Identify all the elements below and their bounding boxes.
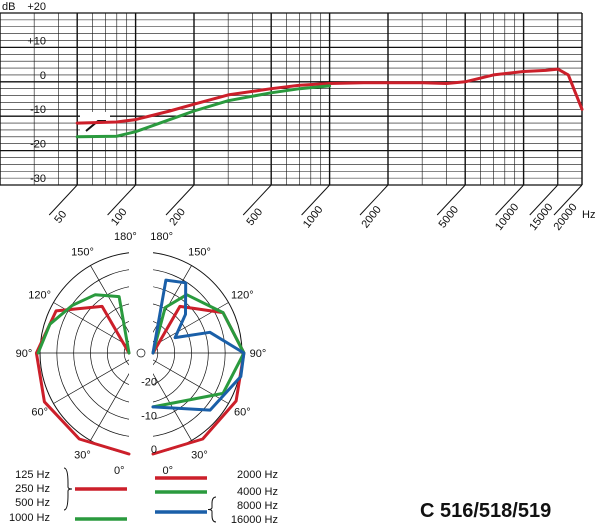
legend-label: 500 Hz: [15, 497, 50, 509]
polar-center: [136, 348, 146, 358]
fr-x-tick-label: 20000: [551, 201, 579, 232]
polar-angle-label: 90°: [16, 348, 33, 360]
polar-right-series-green: [151, 293, 246, 409]
polar-angle-label: 60°: [31, 407, 48, 419]
fr-x-tick-label: 100: [109, 206, 130, 228]
fr-x-tick-label: 50: [52, 209, 69, 226]
fr-x-tick-mark: [165, 184, 195, 216]
polar-grid: [39, 240, 243, 466]
legend-label: 1000 Hz: [9, 512, 50, 524]
low-cut-symbol: [80, 112, 110, 138]
fr-x-tick-mark: [436, 184, 466, 216]
polar-angle-label: 120°: [231, 290, 254, 302]
polar-ring-label: 0: [151, 444, 157, 456]
polar-angle-label: 180°: [150, 231, 173, 243]
legend-label: 16000 Hz: [231, 514, 278, 526]
polar-ring-label: -20: [141, 377, 157, 389]
fr-x-tick-label: 500: [244, 206, 265, 228]
polar-angle-label: 30°: [191, 449, 208, 461]
legend: 125 Hz 250 Hz 500 Hz 1000 Hz 2000 Hz 4000 Hz 8…: [9, 467, 278, 526]
fr-curves: [75, 67, 584, 139]
polar-angle-label: 0°: [114, 465, 125, 477]
fr-y-tick-label: -30: [30, 173, 46, 185]
polar-right-series-blue: [151, 278, 246, 412]
fr-x-tick-label: 200: [167, 206, 188, 228]
fr-series-green: [75, 84, 332, 139]
polar-angle-label: 150°: [188, 247, 211, 259]
polar-angle-label: 120°: [28, 290, 51, 302]
polar-curves: [34, 278, 246, 456]
polar-angle-label: 0°: [162, 465, 173, 477]
fr-series-red: [75, 67, 584, 125]
legend-label: 2000 Hz: [237, 469, 278, 481]
fr-x-tick-mark: [242, 184, 272, 216]
fr-y-tick-label: -20: [30, 139, 46, 151]
polar-angle-label: 90°: [250, 348, 267, 360]
model-name: C 516/518/519: [420, 500, 551, 522]
polar-spoke: [53, 352, 142, 404]
fr-x-tick-label: 5000: [437, 204, 462, 231]
polar-labels: 0° 0° 30° 30° 60° 60° 90° 90° 120° 120° 150° 150° 18…: [16, 231, 267, 477]
legend-label: 4000 Hz: [237, 486, 278, 498]
fr-x-tick-label: 1000: [301, 204, 326, 231]
polar-angle-label: 150°: [71, 247, 94, 259]
polar-ring-label: -10: [141, 410, 157, 422]
legend-label: 125 Hz: [15, 469, 50, 481]
fr-x-tick-labels: 2050100200500100020005000100001500020000: [52, 201, 579, 232]
legend-brace: [207, 496, 217, 523]
fr-x-tick-mark: [301, 184, 330, 216]
fr-x-tick-mark: [48, 184, 78, 216]
fr-y-tick-label: 0: [40, 70, 46, 82]
polar-left-series-red: [34, 304, 131, 456]
fr-x-tick-mark: [495, 184, 524, 216]
legend-label: 250 Hz: [15, 483, 50, 495]
legend-label: 8000 Hz: [237, 500, 278, 512]
fr-x-tick-mark: [529, 184, 559, 216]
polar-angle-label: 30°: [74, 449, 91, 461]
fr-x-tick-label: 2000: [359, 204, 384, 231]
polar-angle-label: 180°: [114, 231, 137, 243]
fr-x-tick-mark: [359, 184, 389, 216]
polar-left-series-green: [36, 293, 131, 355]
fr-x-tick-mark: [553, 184, 583, 216]
frequency-response-chart: +20+100-10-20-30 20501002005001000200050…: [0, 1, 595, 233]
polar-angle-label: 60°: [234, 407, 251, 419]
fr-y-tick-label: -10: [30, 104, 46, 116]
fr-x-tick-mark: [107, 184, 136, 216]
fr-x-tick-label: 15000: [527, 201, 555, 232]
legend-brace: [63, 467, 73, 511]
fr-x-tick-label: 10000: [493, 201, 521, 232]
polar-pattern-chart: 0° 0° 30° 30° 60° 60° 90° 90° 120° 120° 150° 150° 18…: [16, 231, 267, 477]
fr-y-tick-label: +20: [27, 1, 46, 13]
fr-y-tick-label: +10: [27, 35, 46, 47]
fr-x-axis-label: Hz: [582, 209, 595, 221]
fr-y-tick-labels: +20 +10 0 -10 -20 -30: [27, 1, 46, 185]
fr-y-axis-label: dB: [2, 1, 15, 13]
